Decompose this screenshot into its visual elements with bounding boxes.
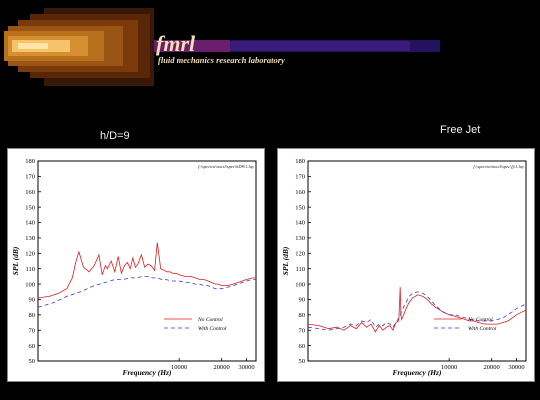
plot-frame <box>37 160 257 362</box>
x-tick-label: 20000 <box>214 364 230 371</box>
y-tick-label: 50 <box>299 358 306 365</box>
y-tick-label: 170 <box>295 174 305 181</box>
y-tick-label: 170 <box>25 174 35 181</box>
series-line-with-control <box>307 291 527 331</box>
logo-subtitle: fluid mechanics research laboratory <box>158 55 285 65</box>
y-tick-label: 80 <box>29 312 36 319</box>
legend-label: No Control <box>467 317 493 323</box>
fmrl-banner: fmrl fluid mechanics research laboratory <box>4 8 440 86</box>
y-tick-label: 180 <box>25 158 35 165</box>
y-tick-label: 120 <box>295 251 305 258</box>
y-tick-label: 100 <box>25 281 35 288</box>
file-label: f:\spectra\noctl\spec\fj\1.lay <box>473 164 524 169</box>
logo-text: fmrl <box>156 31 196 56</box>
spectrum-chart-left: f:\spectra\noctl\spec\hD9\1.lay 50 60 70 80 9… <box>11 158 257 377</box>
legend-label: No Control <box>197 317 223 323</box>
spectrum-chart-right: f:\spectra\noctl\spec\fj\1.lay 50 60 70 80 90… <box>281 158 527 377</box>
x-tick-label: 30000 <box>508 364 524 371</box>
heading-left: h/D=9 <box>100 130 130 142</box>
series-line-with-control <box>37 276 256 308</box>
y-tick-label: 180 <box>295 158 305 165</box>
y-tick-label: 60 <box>29 343 36 350</box>
y-tick-label: 50 <box>29 358 36 365</box>
y-tick-label: 150 <box>295 204 305 211</box>
series-line-no-control <box>307 287 527 333</box>
series-line-no-control <box>37 242 256 299</box>
y-tick-label: 160 <box>295 189 305 196</box>
legend-label: With Control <box>198 326 227 332</box>
y-tick-label: 120 <box>25 251 35 258</box>
y-tick-label: 130 <box>25 235 35 242</box>
fmrl-logo-graphic <box>4 8 440 86</box>
x-tick-label: 20000 <box>484 364 500 371</box>
y-axis-label: SPL (dB) <box>281 246 290 275</box>
y-tick-label: 100 <box>295 281 305 288</box>
x-tick-label: 10000 <box>171 364 187 371</box>
x-axis-label: Frequency (Hz) <box>123 368 172 377</box>
y-tick-label: 150 <box>25 204 35 211</box>
x-tick-label: 30000 <box>238 364 254 371</box>
y-tick-label: 90 <box>299 297 306 304</box>
y-tick-label: 70 <box>29 327 36 334</box>
y-tick-label: 70 <box>299 327 306 334</box>
x-tick-label: 10000 <box>441 364 457 371</box>
y-tick-label: 60 <box>299 343 306 350</box>
y-tick-label: 80 <box>299 312 306 319</box>
legend-label: With Control <box>468 326 497 332</box>
y-tick-label: 140 <box>295 220 305 227</box>
y-tick-label: 110 <box>295 266 305 273</box>
y-tick-label: 90 <box>29 297 36 304</box>
heading-right: Free Jet <box>440 124 481 136</box>
y-tick-label: 130 <box>295 235 305 242</box>
chart-panel-right: f:\spectra\noctl\spec\fj\1.lay 50 60 70 80 90… <box>277 148 535 382</box>
y-tick-label: 110 <box>25 266 35 273</box>
y-tick-label: 140 <box>25 220 35 227</box>
plot-frame <box>307 160 527 362</box>
y-axis-label: SPL (dB) <box>11 246 20 275</box>
y-tick-label: 160 <box>25 189 35 196</box>
x-axis-label: Frequency (Hz) <box>393 368 442 377</box>
file-label: f:\spectra\noctl\spec\hD9\1.lay <box>198 164 254 169</box>
chart-panel-left: f:\spectra\noctl\spec\hD9\1.lay 50 60 70 80 9… <box>7 148 265 382</box>
